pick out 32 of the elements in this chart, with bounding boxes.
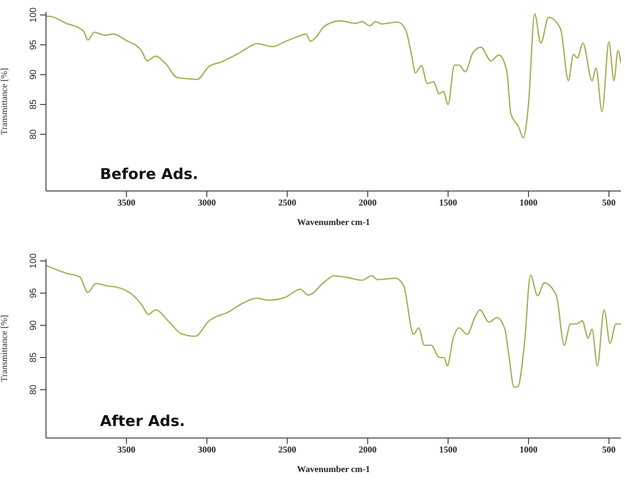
x-tick-label: 500 bbox=[602, 197, 616, 208]
x-tick-label: 1000 bbox=[520, 444, 538, 454]
x-tick-label: 2500 bbox=[278, 197, 297, 208]
x-tick-label: 3000 bbox=[198, 197, 216, 208]
y-axis-title: Transmittance [%] bbox=[0, 68, 10, 135]
y-tick-label: 95 bbox=[28, 288, 38, 298]
x-tick-label: 3000 bbox=[198, 444, 216, 454]
x-tick-label: 2000 bbox=[358, 444, 378, 454]
y-tick-label: 90 bbox=[28, 70, 38, 80]
x-tick-label: 3500 bbox=[117, 444, 136, 454]
annotation: Before Ads. bbox=[100, 165, 198, 183]
y-tick-label: 90 bbox=[28, 320, 38, 330]
annotation: After Ads. bbox=[100, 412, 186, 430]
y-tick-label: 100 bbox=[28, 253, 38, 268]
y-tick-label: 95 bbox=[28, 40, 38, 50]
x-tick-label: 2000 bbox=[358, 197, 378, 208]
x-tick-label: 2500 bbox=[278, 444, 297, 454]
y-tick-label: 80 bbox=[28, 129, 38, 140]
x-tick-label: 3500 bbox=[117, 197, 136, 208]
line-series bbox=[46, 264, 621, 388]
line-series bbox=[46, 13, 621, 139]
x-axis-title: Wavenumber cm-1 bbox=[296, 217, 371, 227]
x-tick-label: 1500 bbox=[439, 197, 458, 208]
x-tick-label: 1500 bbox=[439, 444, 458, 454]
y-tick-label: 85 bbox=[28, 99, 38, 110]
y-tick-label: 85 bbox=[28, 352, 38, 363]
y-tick-label: 80 bbox=[28, 384, 38, 395]
y-tick-label: 100 bbox=[28, 7, 38, 22]
y-axis-title: Transmittance [%] bbox=[0, 315, 10, 382]
x-tick-label: 500 bbox=[602, 444, 616, 454]
x-tick-label: 1000 bbox=[520, 197, 538, 208]
x-axis-title: Wavenumber cm-1 bbox=[296, 464, 371, 474]
